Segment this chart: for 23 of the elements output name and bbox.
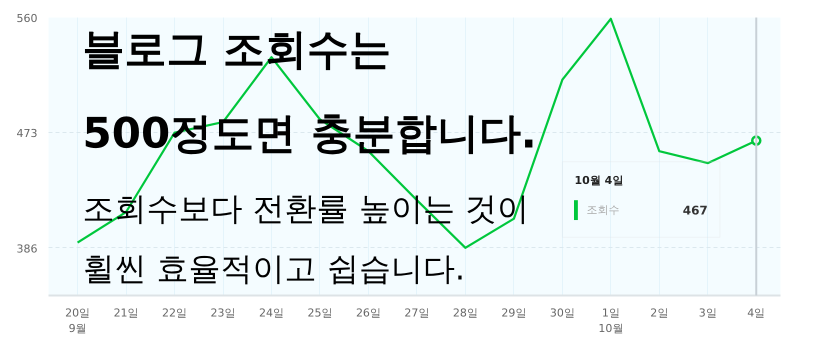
annotation: 휠씬 효율적이고 쉽습니다. (82, 250, 466, 288)
x-tick-label: 1일 10월 (598, 306, 624, 336)
x-tick-label: 20일 9월 (65, 306, 90, 336)
x-tick-label: 22일 (162, 306, 188, 320)
x-tick-label: 30일 (550, 306, 575, 320)
y-tick-label: 560 (16, 12, 38, 25)
annotation: 10월 4일 (574, 174, 624, 187)
annotation: 블로그 조회수는 (82, 24, 392, 74)
x-tick-label: 21일 (114, 306, 139, 320)
annotation: 467 (682, 204, 708, 218)
x-tick-label: 23일 (210, 306, 236, 320)
y-tick-label: 386 (16, 242, 38, 256)
x-tick-label: 4일 (747, 306, 766, 320)
x-tick-label: 25일 (307, 306, 332, 320)
x-tick-label: 26일 (356, 306, 381, 320)
x-tick-label: 29일 (501, 306, 526, 320)
legend-label: 조회수 (586, 204, 620, 217)
x-tick-label: 24일 (258, 306, 284, 320)
y-tick-label: 473 (16, 127, 38, 140)
x-tick-label: 3일 (698, 306, 717, 320)
x-tick-label: 28일 (452, 306, 478, 320)
x-tick-label: 2일 (650, 306, 668, 320)
x-tick-label: 27일 (404, 306, 430, 320)
